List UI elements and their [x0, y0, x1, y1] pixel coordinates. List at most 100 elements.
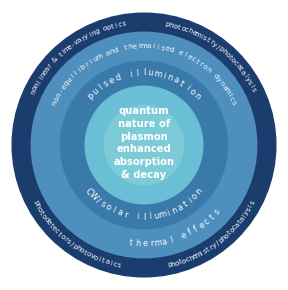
Text: i: i: [38, 76, 44, 81]
Text: d: d: [43, 216, 50, 223]
Text: i: i: [109, 260, 113, 266]
Text: n: n: [192, 91, 202, 101]
Text: o: o: [31, 85, 39, 92]
Text: c: c: [190, 56, 196, 63]
Text: l: l: [111, 206, 116, 215]
Text: r: r: [138, 43, 141, 49]
Text: o: o: [229, 227, 236, 234]
Text: p: p: [167, 262, 172, 269]
Text: o: o: [187, 86, 197, 97]
Text: h: h: [127, 44, 133, 50]
Text: n: n: [51, 100, 58, 106]
Text: o: o: [190, 191, 200, 201]
Text: t: t: [110, 23, 114, 30]
Text: i: i: [184, 83, 191, 92]
Text: a: a: [44, 65, 51, 72]
Text: a: a: [146, 43, 151, 49]
Text: y: y: [211, 242, 218, 249]
Text: r: r: [209, 244, 215, 251]
Text: o: o: [172, 23, 178, 30]
Text: a: a: [238, 215, 246, 222]
Text: e: e: [45, 219, 52, 226]
Text: t: t: [101, 258, 105, 264]
Text: t: t: [181, 200, 189, 209]
Text: o: o: [59, 233, 66, 240]
Circle shape: [85, 86, 203, 204]
Text: s: s: [249, 200, 256, 206]
Text: m: m: [152, 69, 162, 79]
Circle shape: [12, 13, 276, 277]
Text: i: i: [200, 250, 204, 256]
Text: l: l: [149, 212, 152, 222]
Text: o: o: [223, 51, 231, 58]
Text: i: i: [199, 33, 203, 39]
Text: l: l: [73, 70, 79, 76]
Text: u: u: [90, 86, 101, 97]
Text: s: s: [65, 238, 72, 245]
Text: t: t: [179, 259, 183, 265]
Text: l: l: [136, 69, 139, 78]
Text: s: s: [202, 248, 208, 255]
Text: o: o: [93, 254, 99, 262]
Text: e: e: [192, 253, 198, 260]
Text: m: m: [95, 53, 103, 61]
Text: m: m: [193, 30, 202, 39]
Text: t: t: [56, 231, 62, 237]
Text: r: r: [62, 236, 69, 242]
Text: h: h: [135, 239, 141, 248]
Text: i: i: [114, 22, 118, 29]
Text: a: a: [172, 75, 180, 86]
Text: s: s: [102, 79, 110, 88]
Text: c: c: [118, 21, 122, 28]
Text: d: d: [169, 47, 175, 54]
Text: t: t: [227, 54, 233, 60]
Text: h: h: [168, 22, 174, 29]
Text: i: i: [157, 44, 159, 50]
Text: l: l: [36, 79, 42, 84]
Text: u: u: [66, 76, 73, 84]
Text: g: g: [94, 28, 101, 35]
Text: n: n: [218, 80, 225, 87]
Text: a: a: [234, 63, 242, 70]
Text: i: i: [129, 69, 133, 79]
Text: o: o: [229, 57, 236, 64]
Text: /: /: [215, 240, 221, 246]
Text: n: n: [109, 48, 115, 55]
Text: h: h: [170, 261, 176, 268]
Text: a: a: [161, 237, 168, 246]
Text: p: p: [217, 46, 225, 53]
Text: p: p: [217, 237, 224, 244]
Text: e: e: [67, 43, 74, 51]
Text: a: a: [105, 50, 111, 57]
Text: a: a: [77, 37, 83, 44]
Text: m: m: [222, 86, 231, 95]
Text: b: b: [80, 63, 87, 71]
Text: c: c: [185, 256, 191, 263]
Text: n: n: [33, 82, 41, 89]
Text: t: t: [38, 210, 45, 216]
Text: h: h: [75, 245, 82, 252]
Text: c: c: [232, 60, 239, 66]
Text: e: e: [142, 239, 147, 249]
Text: t: t: [178, 79, 185, 88]
Text: i: i: [226, 93, 232, 97]
Text: r: r: [84, 61, 90, 68]
Text: e: e: [50, 225, 58, 232]
Text: e: e: [186, 53, 192, 61]
Text: s: s: [212, 207, 221, 216]
Text: m: m: [154, 238, 163, 248]
Text: i: i: [161, 71, 166, 80]
Text: s: s: [246, 79, 253, 85]
Text: y: y: [244, 76, 251, 82]
Text: i: i: [249, 84, 255, 88]
Text: u: u: [91, 55, 98, 63]
Text: h: h: [187, 28, 194, 35]
Text: /: /: [215, 44, 221, 50]
Text: e: e: [60, 84, 67, 90]
Text: s: s: [202, 35, 208, 42]
Text: s: s: [245, 206, 252, 212]
Text: m: m: [158, 209, 168, 220]
Text: c: c: [184, 26, 190, 33]
Text: d: d: [114, 72, 122, 83]
Text: o: o: [103, 202, 112, 213]
